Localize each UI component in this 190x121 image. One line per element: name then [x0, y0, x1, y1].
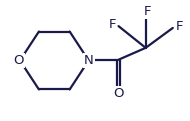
Text: O: O — [14, 54, 24, 67]
Text: F: F — [175, 20, 183, 33]
Text: N: N — [84, 54, 93, 67]
Text: F: F — [144, 5, 151, 18]
Text: O: O — [114, 87, 124, 100]
Text: F: F — [108, 18, 116, 31]
